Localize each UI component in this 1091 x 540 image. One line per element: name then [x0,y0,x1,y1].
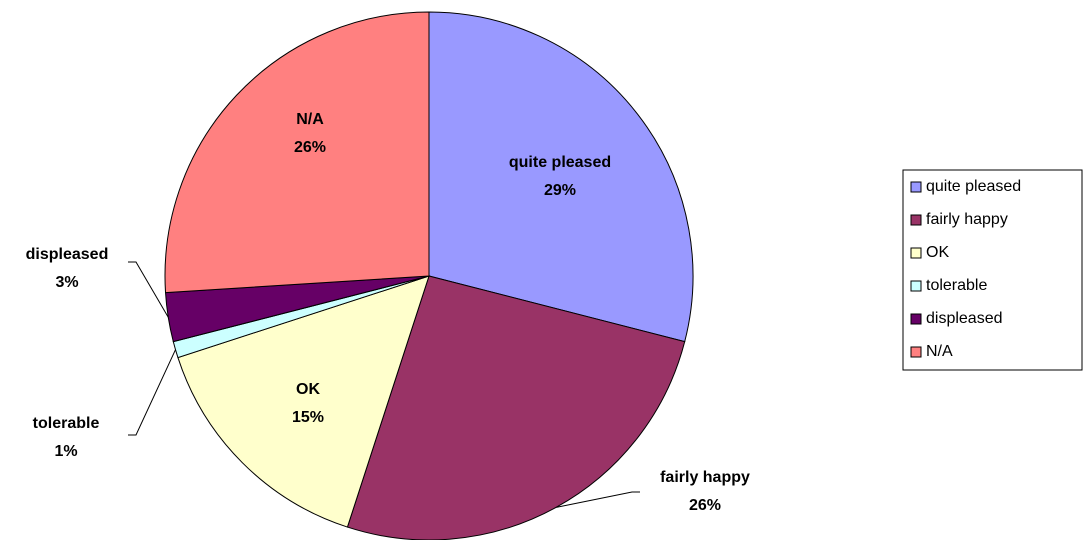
legend-swatch [910,346,922,358]
data-label-value: 1% [54,443,77,460]
data-label-name: quite pleased [509,154,611,171]
legend-label: quite pleased [926,178,1021,195]
pie-slice [177,275,430,528]
legend-label: OK [926,244,949,261]
leader-line [128,349,176,436]
data-label-name: OK [296,381,320,398]
legend-label: N/A [926,343,953,360]
legend-swatch [910,181,922,193]
legend-swatch [910,313,922,325]
data-label-name: fairly happy [660,469,750,486]
pie-slice [164,11,430,294]
legend-swatch [910,280,922,292]
pie-slice [428,11,694,343]
legend-label: tolerable [926,277,987,294]
data-label-name: tolerable [33,415,100,432]
leader-line [128,261,169,318]
leader-line [556,491,640,508]
legend: quite pleased fairly happy OK tolerable disp… [902,169,1083,371]
legend-swatch [910,214,922,226]
data-label-value: 3% [55,274,78,291]
data-label-value: 26% [294,139,326,156]
data-label-value: 15% [292,409,324,426]
data-label-name: displeased [26,246,109,263]
legend-label: fairly happy [926,211,1008,228]
data-label-value: 29% [544,182,576,199]
data-label-value: 26% [689,497,721,514]
legend-box [902,169,1083,371]
data-label-name: N/A [296,111,324,128]
legend-swatch [910,247,922,259]
legend-label: displeased [926,310,1003,327]
